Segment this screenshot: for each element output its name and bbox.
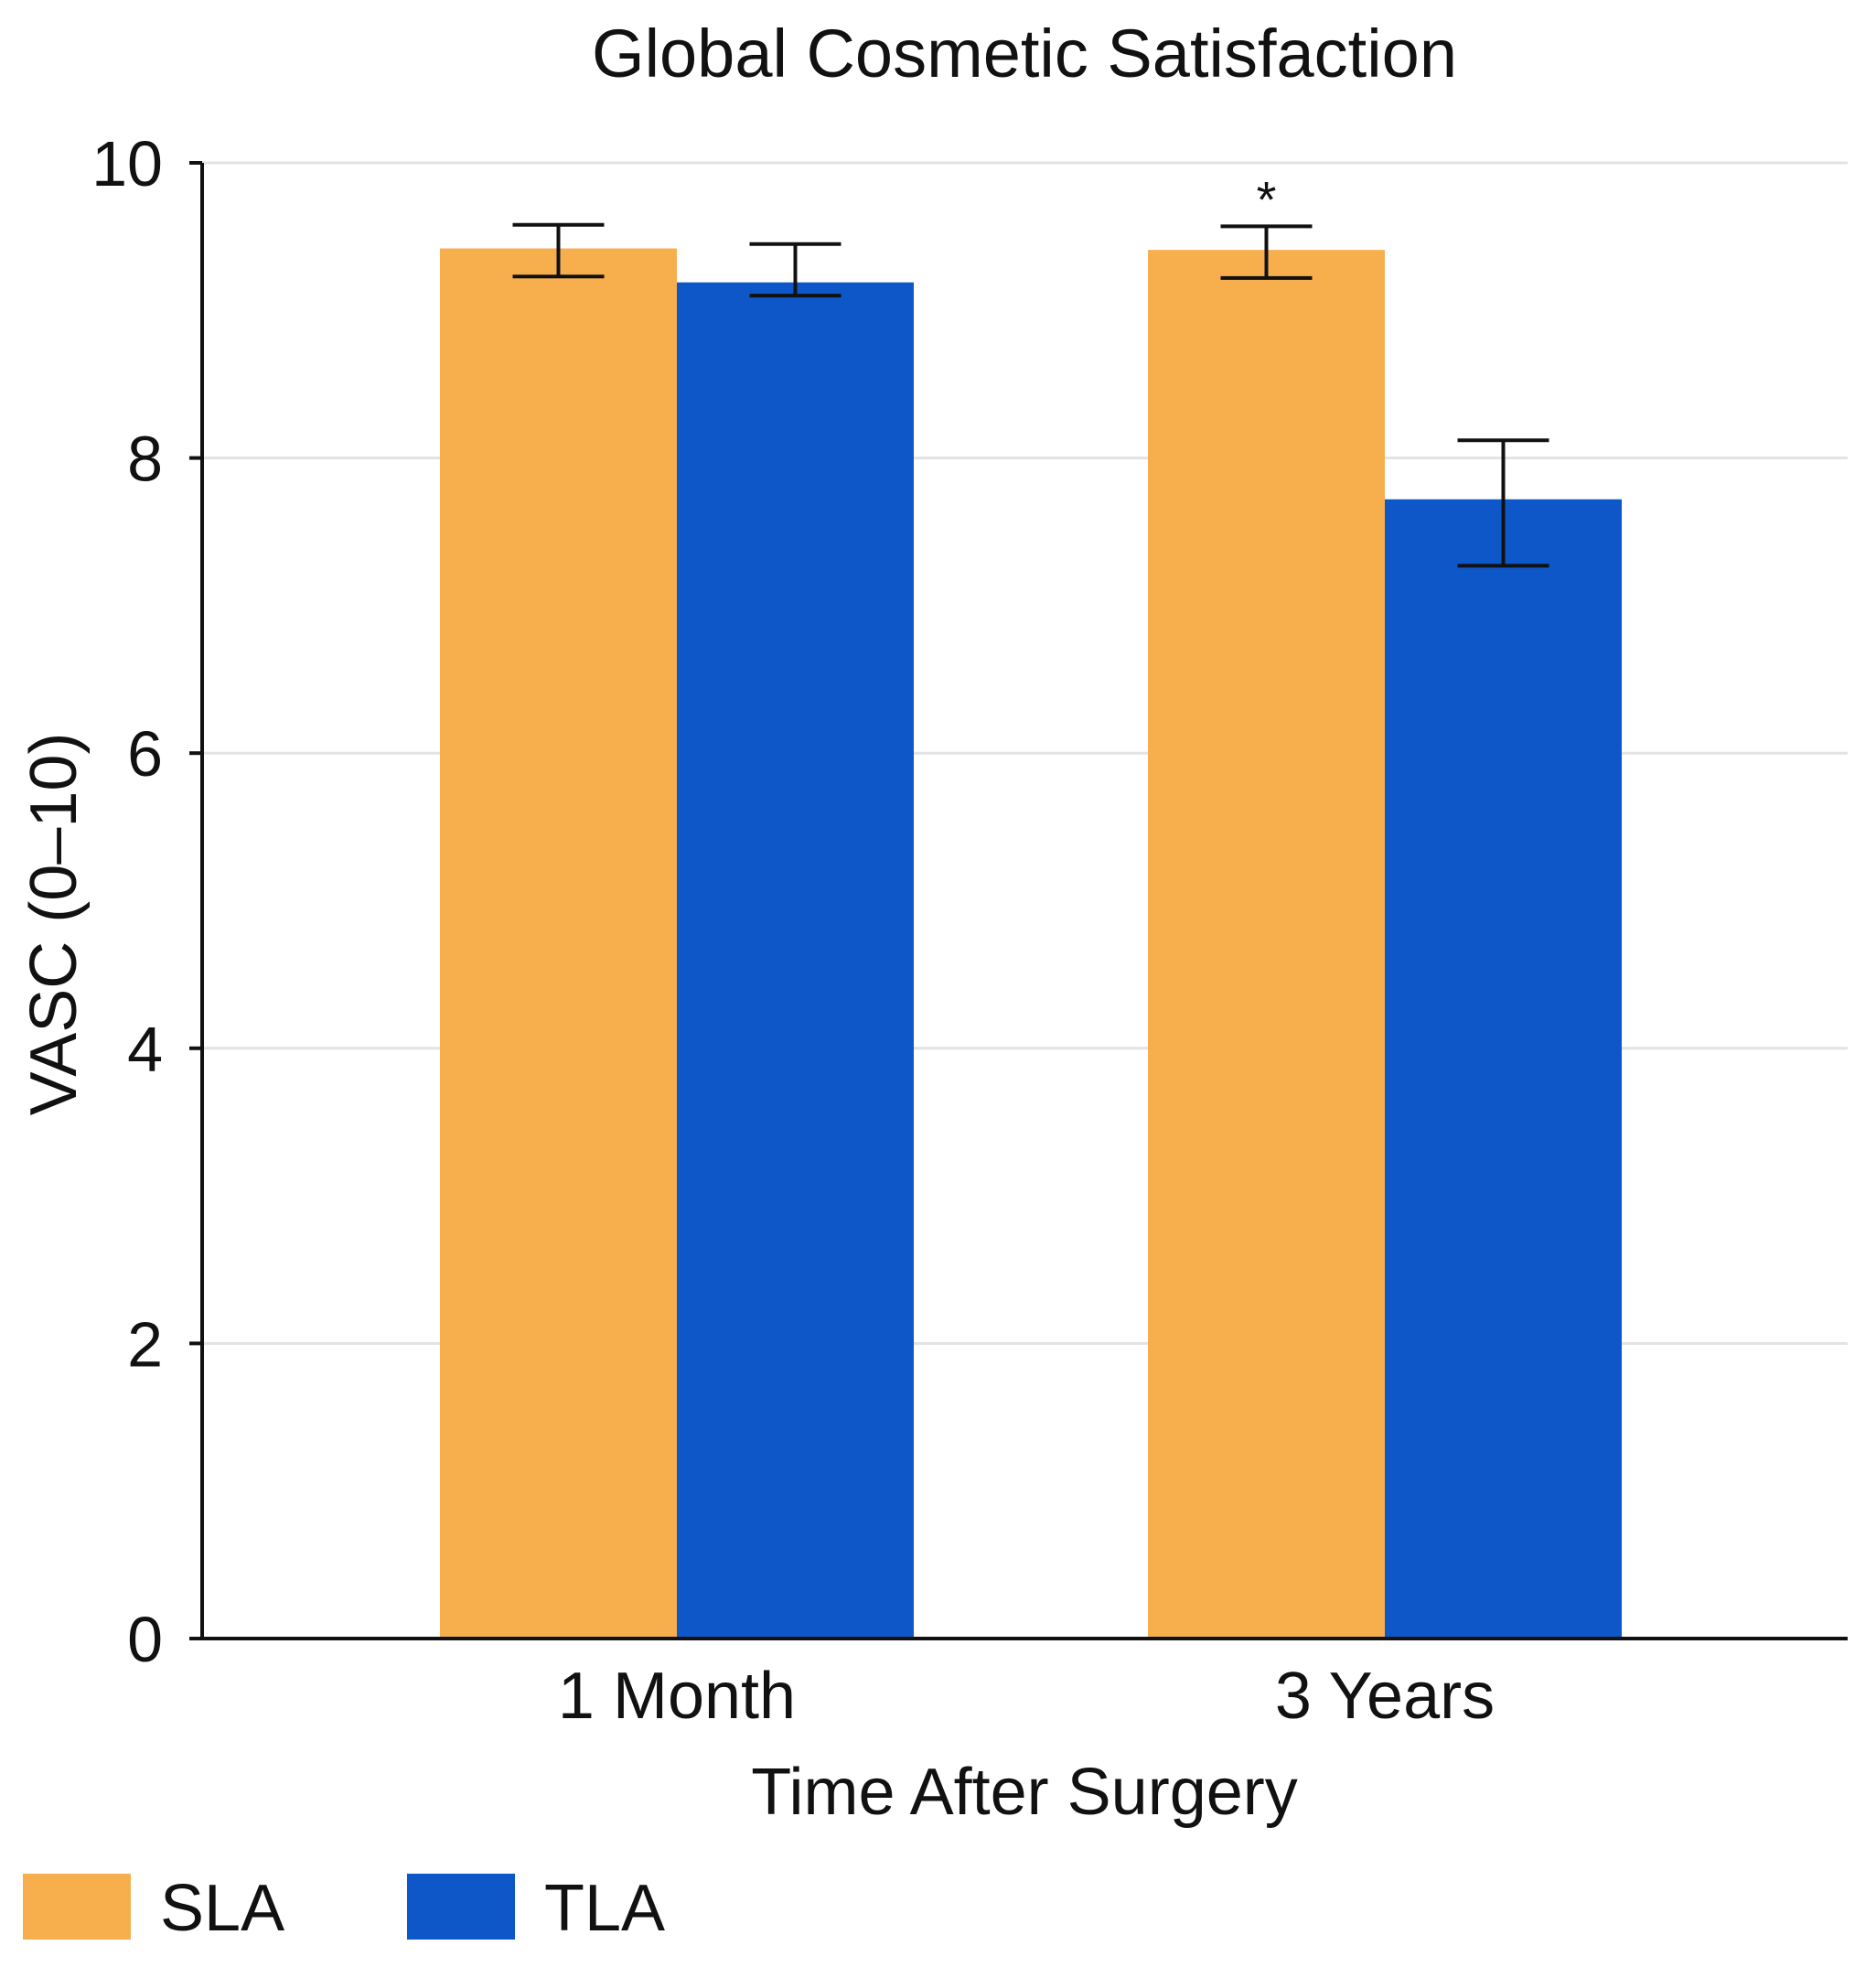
significance-marker: * bbox=[1257, 170, 1277, 228]
y-tick-label-10: 10 bbox=[91, 128, 163, 199]
y-tick-label-2: 2 bbox=[127, 1308, 163, 1380]
error-bar-sla-1 bbox=[512, 222, 605, 279]
legend-item-tla: TLA bbox=[407, 1872, 665, 1945]
error-bar-tla-1 bbox=[749, 242, 842, 298]
bars bbox=[440, 248, 1622, 1639]
y-tick-label-0: 0 bbox=[127, 1604, 163, 1675]
x-category-label-2: 3 Years bbox=[1275, 1660, 1495, 1733]
legend-swatch-sla bbox=[23, 1874, 131, 1940]
x-category-label-1: 1 Month bbox=[558, 1660, 796, 1733]
bar-sla-1 bbox=[440, 248, 677, 1639]
legend: SLA TLA bbox=[23, 1872, 665, 1945]
axes bbox=[189, 163, 1848, 1640]
error-bar-tla-2 bbox=[1457, 438, 1549, 568]
legend-item-sla: SLA bbox=[23, 1872, 284, 1945]
chart-title: Global Cosmetic Satisfaction bbox=[592, 16, 1457, 91]
y-tick-labels: 0 2 4 6 8 10 bbox=[91, 128, 202, 1675]
bar-sla-2 bbox=[1148, 250, 1385, 1639]
legend-swatch-tla bbox=[407, 1874, 515, 1940]
x-axis-label: Time After Surgery bbox=[751, 1756, 1298, 1829]
y-axis-label: VASC (0–10) bbox=[17, 733, 91, 1116]
bar-tla-1 bbox=[677, 282, 914, 1639]
error-bar-sla-2 bbox=[1220, 224, 1313, 280]
legend-label-sla: SLA bbox=[160, 1872, 284, 1945]
annotations: * bbox=[1257, 170, 1277, 228]
y-tick-label-4: 4 bbox=[127, 1014, 163, 1085]
bar-tla-2 bbox=[1385, 499, 1622, 1639]
legend-label-tla: TLA bbox=[544, 1872, 665, 1945]
y-tick-label-8: 8 bbox=[127, 424, 163, 495]
y-tick-label-6: 6 bbox=[127, 718, 163, 790]
x-category-labels: 1 Month 3 Years bbox=[558, 1660, 1495, 1733]
error-bars bbox=[512, 222, 1549, 568]
